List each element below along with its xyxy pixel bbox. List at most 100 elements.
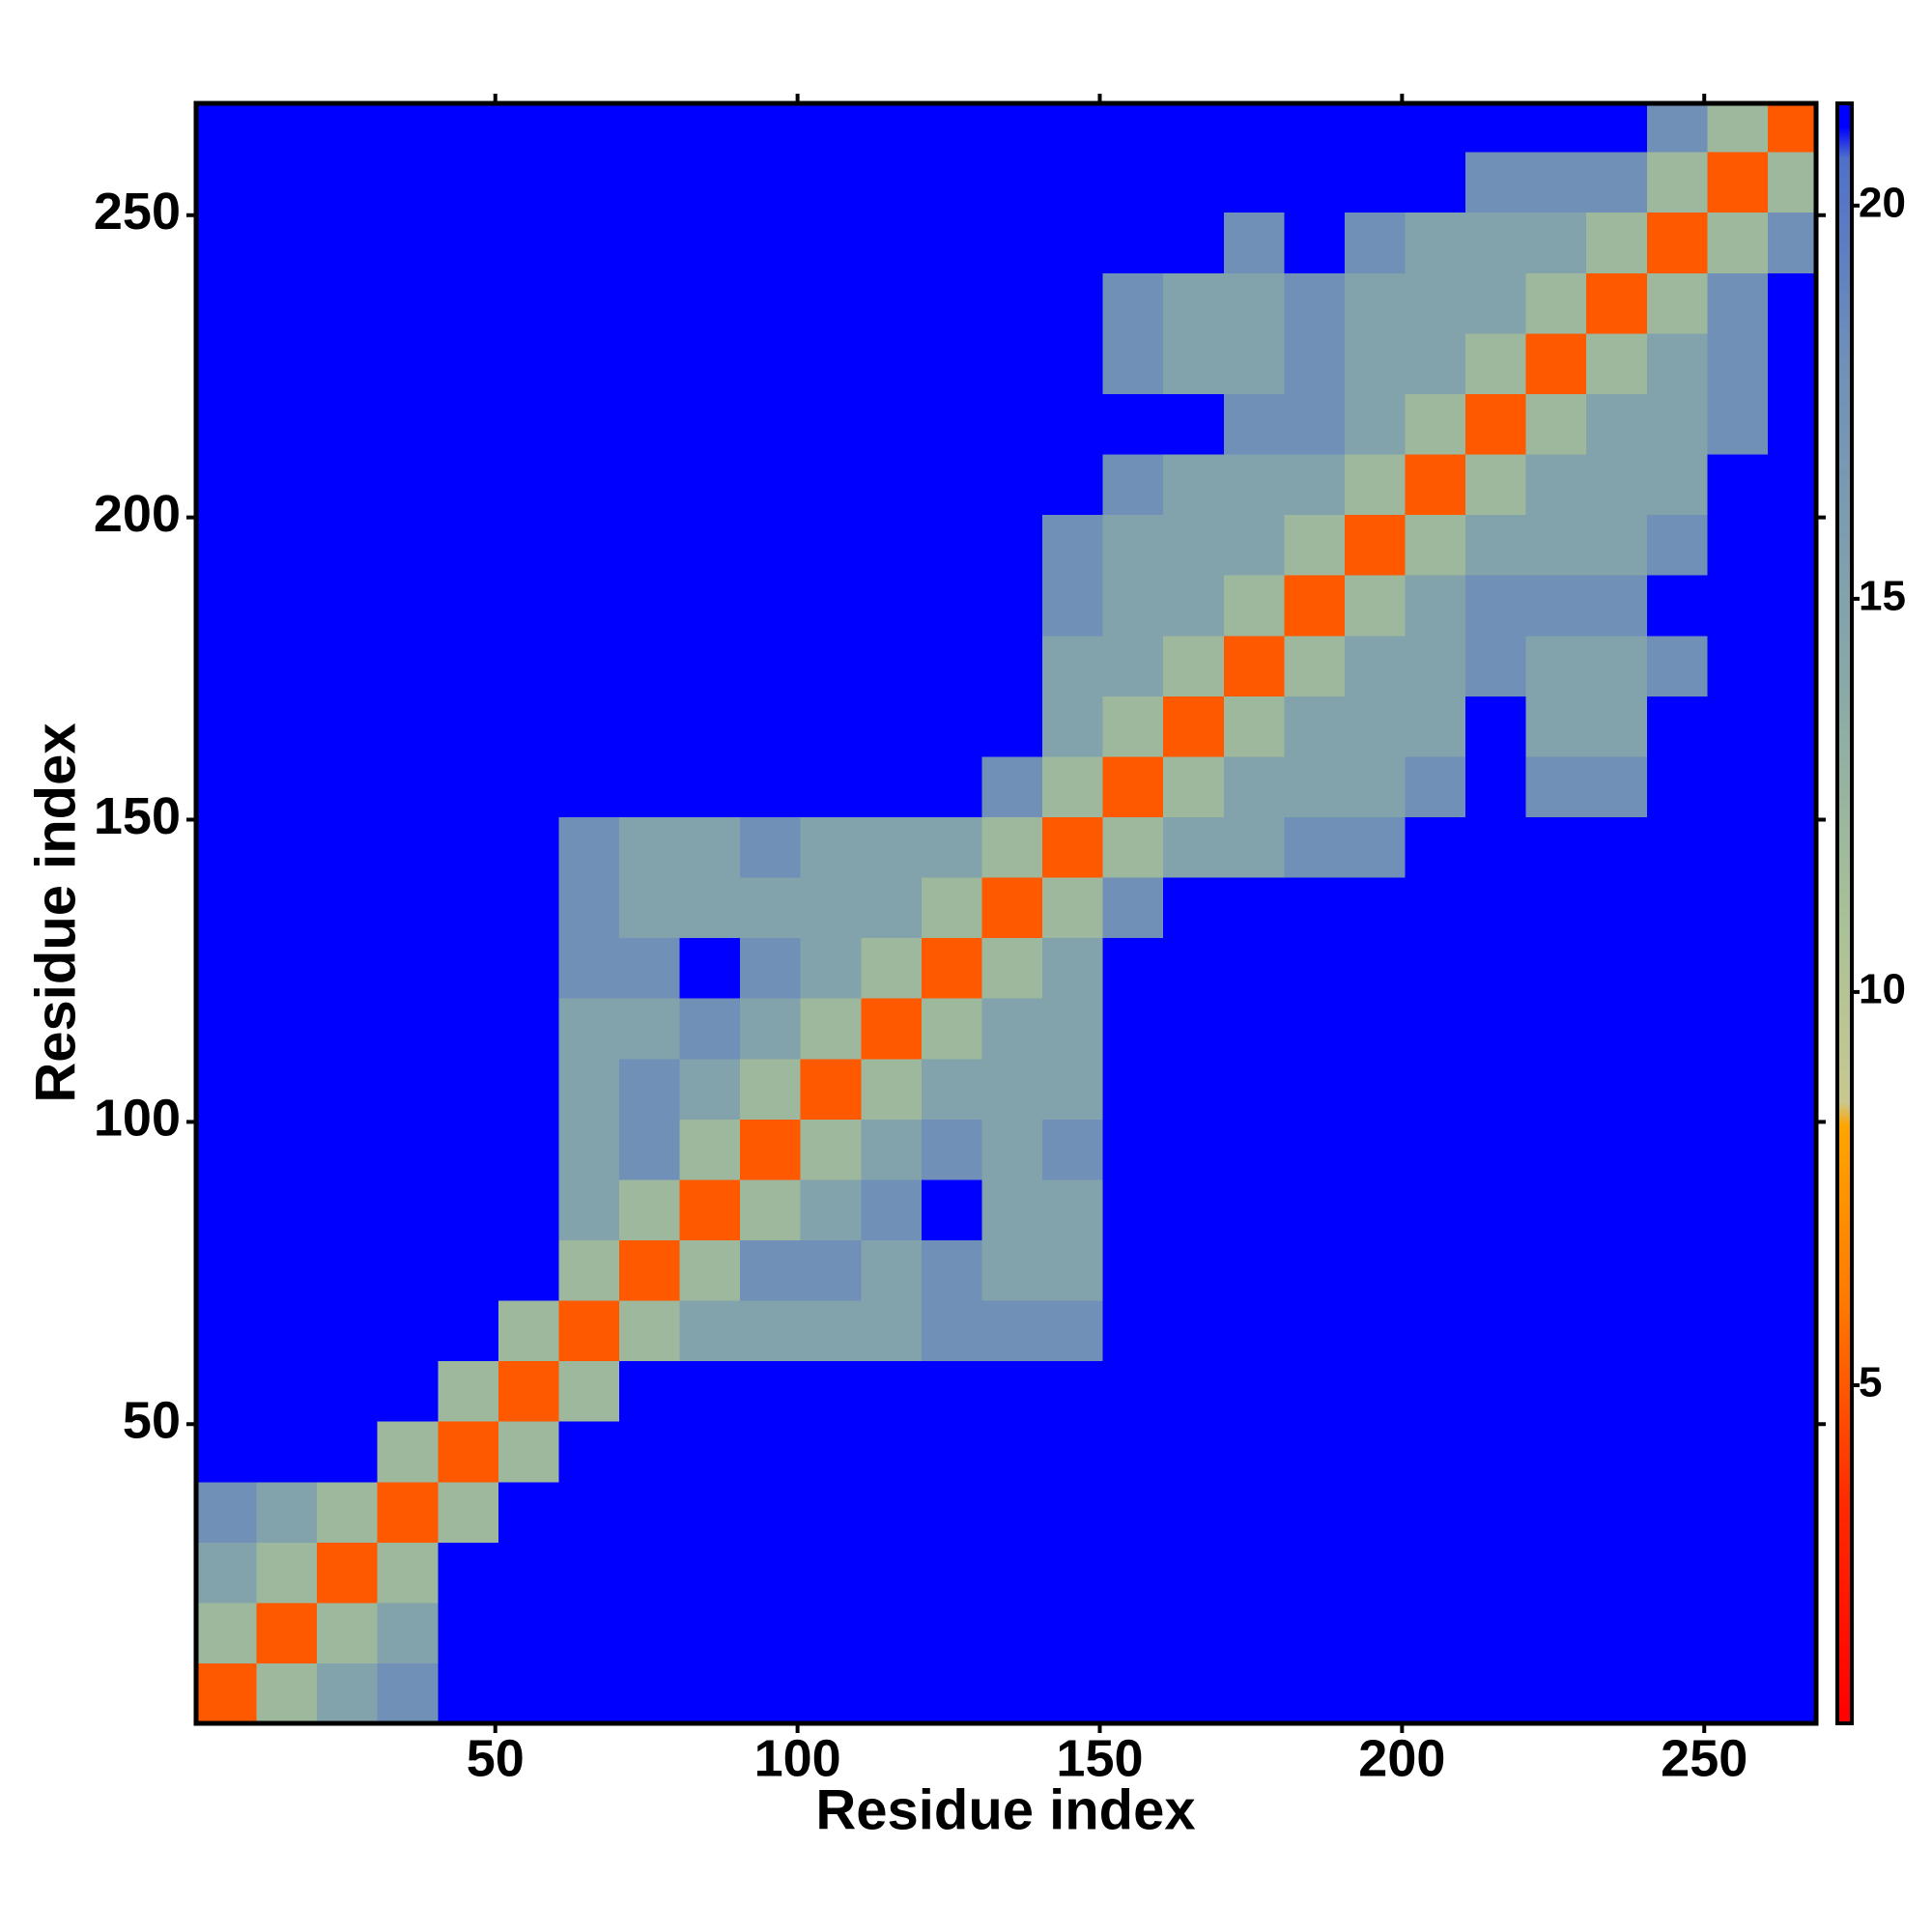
heatmap-cell	[1223, 1179, 1285, 1241]
heatmap-cell	[679, 575, 741, 637]
heatmap-cell	[1163, 635, 1225, 696]
heatmap-cell	[256, 152, 318, 213]
heatmap-cell	[1284, 1542, 1346, 1604]
heatmap-cell	[1465, 696, 1527, 757]
heatmap-cell	[679, 876, 741, 939]
heatmap-cell	[1707, 998, 1769, 1060]
heatmap-cell	[861, 575, 923, 637]
heatmap-cell	[317, 696, 379, 757]
heatmap-cell	[1646, 635, 1708, 696]
heatmap-cell	[1042, 1179, 1104, 1241]
heatmap-cell	[1163, 1299, 1225, 1362]
heatmap-cell	[1042, 755, 1104, 817]
heatmap-cell	[317, 272, 379, 334]
heatmap-cell	[1767, 755, 1817, 817]
heatmap-cell	[256, 876, 318, 939]
heatmap-cell	[981, 393, 1043, 455]
heatmap-cell	[619, 1421, 681, 1483]
heatmap-cell	[497, 816, 560, 878]
heatmap-cell	[558, 696, 620, 757]
heatmap-cell	[619, 755, 681, 817]
heatmap-cell	[861, 635, 923, 696]
heatmap-cell	[740, 635, 802, 696]
heatmap-cell	[1767, 1299, 1817, 1362]
colorbar-tick-label: 10	[1859, 966, 1906, 1013]
heatmap-cell	[317, 1299, 379, 1362]
heatmap-cell	[981, 998, 1043, 1060]
heatmap-cell	[1284, 1360, 1346, 1422]
heatmap-cell	[1465, 876, 1527, 939]
heatmap-cell	[619, 1179, 681, 1241]
heatmap-cell	[497, 1058, 560, 1120]
heatmap-cell	[1586, 1662, 1648, 1724]
heatmap-cell	[1405, 272, 1466, 334]
heatmap-cell	[1102, 1602, 1164, 1664]
heatmap-cell	[377, 212, 439, 273]
heatmap-cell	[1042, 1239, 1104, 1301]
heatmap-cell	[861, 393, 923, 455]
heatmap-cell	[497, 1179, 560, 1241]
heatmap-cell	[1163, 514, 1225, 576]
heatmap-cell	[1405, 1481, 1466, 1543]
heatmap-cell	[1344, 1360, 1406, 1422]
heatmap-cell	[921, 332, 983, 394]
heatmap-cell	[1646, 1481, 1708, 1543]
heatmap-cell	[1586, 575, 1648, 637]
heatmap-cell	[1223, 1602, 1285, 1664]
heatmap-cell	[921, 152, 983, 213]
heatmap-cell	[679, 453, 741, 516]
heatmap-cell	[679, 514, 741, 576]
heatmap-cell	[921, 876, 983, 939]
heatmap-cell	[1042, 937, 1104, 999]
heatmap-cell	[438, 635, 499, 696]
heatmap-cell	[497, 575, 560, 637]
heatmap-cell	[196, 755, 258, 817]
heatmap-cell	[1707, 1360, 1769, 1422]
heatmap-cell	[1344, 1179, 1406, 1241]
heatmap-cell	[1405, 103, 1466, 153]
heatmap-cell	[861, 1662, 923, 1724]
heatmap-cell	[1284, 514, 1346, 576]
heatmap-cell	[1707, 212, 1769, 273]
heatmap-cell	[1707, 937, 1769, 999]
heatmap-cell	[740, 1058, 802, 1120]
heatmap-cell	[800, 152, 862, 213]
heatmap-cell	[1767, 1179, 1817, 1241]
heatmap-cell	[1707, 514, 1769, 576]
heatmap-cell	[921, 1542, 983, 1604]
heatmap-cell	[317, 332, 379, 394]
heatmap-cell	[1284, 1119, 1346, 1180]
heatmap-cell	[1284, 1239, 1346, 1301]
heatmap-cell	[1102, 1119, 1164, 1180]
heatmap-cell	[1102, 998, 1164, 1060]
heatmap-cell	[317, 575, 379, 637]
heatmap-cell	[1223, 1662, 1285, 1724]
heatmap-cell	[256, 1602, 318, 1664]
heatmap-cell	[1163, 1542, 1225, 1604]
heatmap-cell	[1102, 696, 1164, 757]
heatmap-cell	[558, 1602, 620, 1664]
heatmap-cell	[981, 272, 1043, 334]
heatmap-cell	[1223, 1239, 1285, 1301]
heatmap-cell	[679, 1299, 741, 1362]
heatmap-cell	[1042, 1421, 1104, 1483]
heatmap-cell	[740, 876, 802, 939]
heatmap-cell	[1646, 152, 1708, 213]
heatmap-cell	[921, 1421, 983, 1483]
heatmap-cell	[1646, 1360, 1708, 1422]
heatmap-cell	[438, 876, 499, 939]
heatmap-cell	[1767, 393, 1817, 455]
heatmap-cell	[1344, 152, 1406, 213]
heatmap-cell	[558, 998, 620, 1060]
heatmap-cell	[1163, 696, 1225, 757]
heatmap-cell	[1102, 272, 1164, 334]
heatmap-cell	[558, 152, 620, 213]
heatmap-cell	[256, 937, 318, 999]
heatmap-cell	[196, 1602, 258, 1664]
heatmap-cell	[861, 514, 923, 576]
heatmap-cell	[619, 1602, 681, 1664]
heatmap-cell	[1646, 272, 1708, 334]
heatmap-cell	[1465, 1542, 1527, 1604]
heatmap-cell	[1102, 1542, 1164, 1604]
heatmap-cell	[1163, 876, 1225, 939]
